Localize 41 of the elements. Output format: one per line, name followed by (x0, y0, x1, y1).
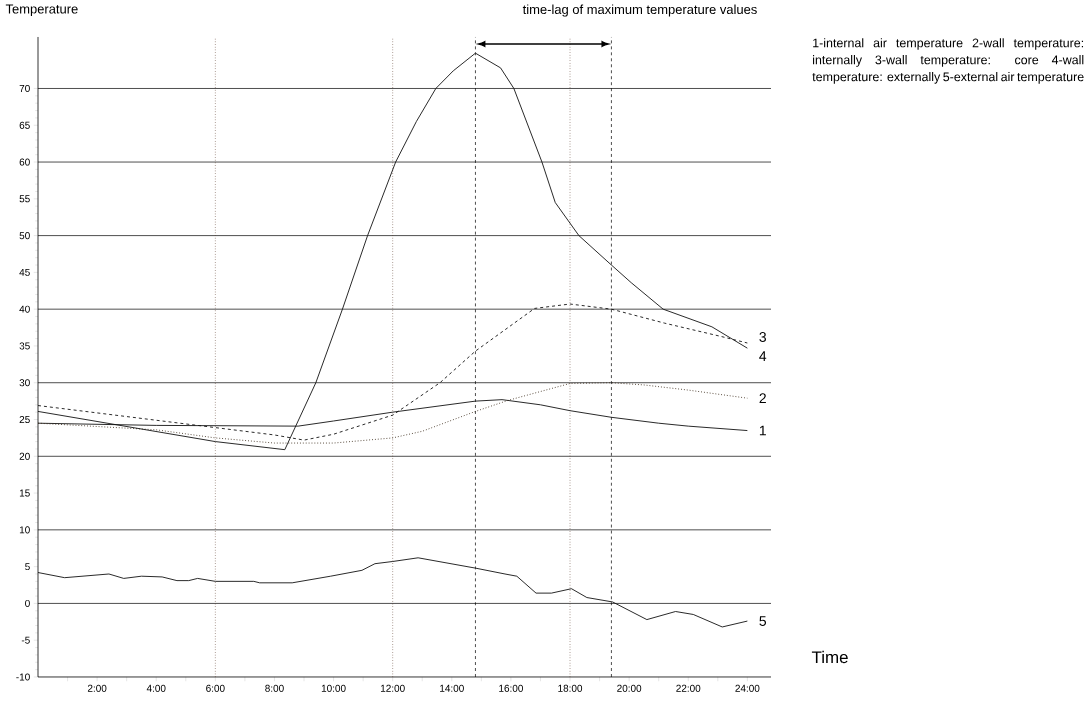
y-tick-label: 65 (19, 121, 30, 129)
series-label: 5 (759, 616, 767, 626)
x-tick-label: 2:00 (87, 684, 107, 692)
y-tick-label: 20 (19, 452, 30, 460)
y-tick-label: 70 (19, 84, 30, 92)
line-series (37, 382, 748, 444)
y-tick-label: 50 (19, 232, 30, 240)
x-tick-label: 20:00 (617, 684, 642, 692)
text: time-lag of maximum temperature values (522, 4, 757, 17)
x-tick-label: 12:00 (380, 684, 405, 692)
y-tick-label: 5 (25, 563, 30, 571)
x-tick-label: 24:00 (735, 684, 760, 692)
y-tick-label: 35 (19, 342, 30, 350)
x-tick-label: 4:00 (146, 684, 166, 692)
y-tick-label: 60 (19, 158, 30, 166)
y-tick-label: 10 (19, 526, 30, 534)
y-tick-label: 40 (19, 305, 30, 313)
series-label: 4 (759, 351, 767, 361)
y-tick-label: -5 (21, 636, 30, 644)
series-label: 2 (759, 393, 766, 404)
x-tick-label: 14:00 (440, 684, 464, 692)
y-tick-label: 45 (19, 268, 30, 276)
y-tick-label: 25 (19, 415, 30, 424)
x-tick-label: 22:00 (676, 684, 701, 692)
y-tick-label: 0 (25, 599, 30, 607)
series-label: 1 (759, 425, 766, 436)
y-tick-label: -10 (16, 673, 30, 681)
x-tick-label: 16:00 (499, 684, 523, 692)
x-tick-label: 10:00 (321, 684, 346, 692)
series-label: 3 (759, 332, 766, 342)
x-axis-title: Time (811, 650, 848, 664)
y-tick-label: 30 (19, 379, 30, 387)
x-tick-label: 18:00 (558, 684, 583, 692)
text: 1-internal air temperature 2-wall temperature: internally 3-wall temperature: core 4-wall temperature: externally 5-external air temperature (812, 38, 1084, 84)
y-axis-title: Temperature (5, 4, 78, 17)
line-series (37, 557, 748, 628)
y-tick-label: 15 (19, 489, 30, 497)
line-series (37, 52, 748, 451)
y-tick-label: 55 (19, 195, 30, 203)
x-tick-label: 8:00 (265, 684, 284, 692)
x-tick-label: 6:00 (206, 684, 225, 692)
